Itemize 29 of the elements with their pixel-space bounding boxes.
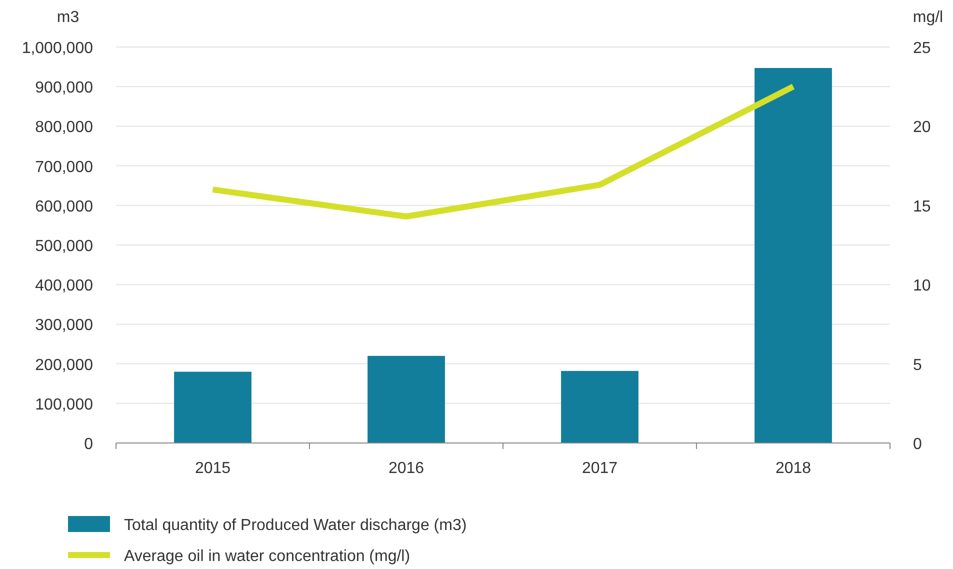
x-tick-label: 2018 <box>775 460 812 477</box>
y2-tick-label: 20 <box>913 119 931 136</box>
y2-tick-label: 5 <box>913 356 922 374</box>
y2-tick-label: 15 <box>913 198 931 216</box>
bar <box>368 356 445 443</box>
y-tick-label: 700,000 <box>35 158 94 176</box>
y-tick-label: 600,000 <box>35 198 94 216</box>
x-tick-label: 2015 <box>194 460 231 477</box>
y-tick-label: 900,000 <box>35 80 94 97</box>
y-tick-label: 100,000 <box>35 396 94 414</box>
y-tick-label: 800,000 <box>35 119 94 136</box>
bar <box>561 370 638 443</box>
bar <box>754 68 832 443</box>
legend-label: Total quantity of Produced Water discharge (m3) <box>124 517 467 534</box>
y2-tick-label: 10 <box>913 278 931 295</box>
y-axis-title: m3 <box>56 9 80 26</box>
y-tick-label: 0 <box>84 436 94 453</box>
x-tick-label: 2016 <box>388 460 424 477</box>
y-tick-label: 300,000 <box>35 317 94 334</box>
x-tick-label: 2017 <box>582 460 618 477</box>
y-tick-label: 400,000 <box>35 278 94 295</box>
y-tick-label: 500,000 <box>35 238 94 255</box>
y-tick-label: 1,000,000 <box>22 40 94 57</box>
y2-tick-label: 0 <box>913 436 922 453</box>
y2-axis-title: mg/l <box>912 9 944 26</box>
bar <box>174 372 252 443</box>
legend-label: Average oil in water concentration (mg/l) <box>124 548 410 565</box>
y2-tick-label: 25 <box>913 40 931 57</box>
y-tick-label: 200,000 <box>35 356 94 374</box>
